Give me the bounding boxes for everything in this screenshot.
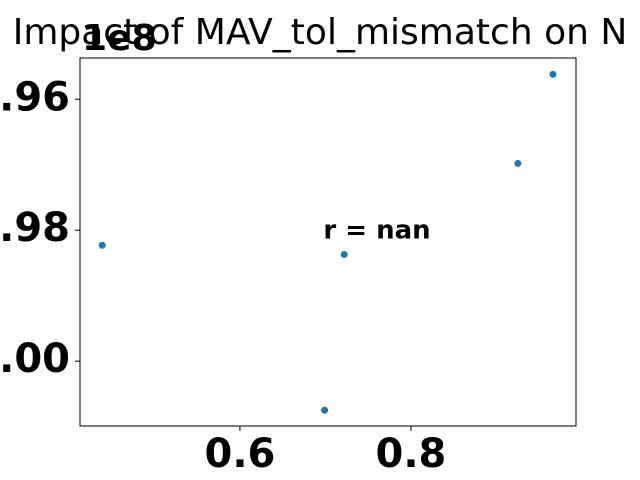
axes-frame bbox=[79, 57, 577, 427]
annotation: r = nan bbox=[323, 216, 430, 246]
point bbox=[549, 70, 557, 78]
point bbox=[514, 159, 522, 167]
offset-text: 1e8 bbox=[82, 18, 157, 59]
y-tick-label: −1.96 bbox=[0, 74, 70, 120]
y-tick-label: −1.98 bbox=[0, 205, 70, 251]
point bbox=[340, 250, 348, 258]
point bbox=[98, 241, 106, 249]
x-tick-label: 0.8 bbox=[376, 431, 447, 477]
chart-title: Impact of MAV_tol_mismatch on N bbox=[13, 12, 628, 53]
x-tick-label: 0.6 bbox=[204, 431, 275, 477]
point bbox=[321, 406, 329, 414]
y-tick-label: −2.00 bbox=[0, 336, 70, 382]
